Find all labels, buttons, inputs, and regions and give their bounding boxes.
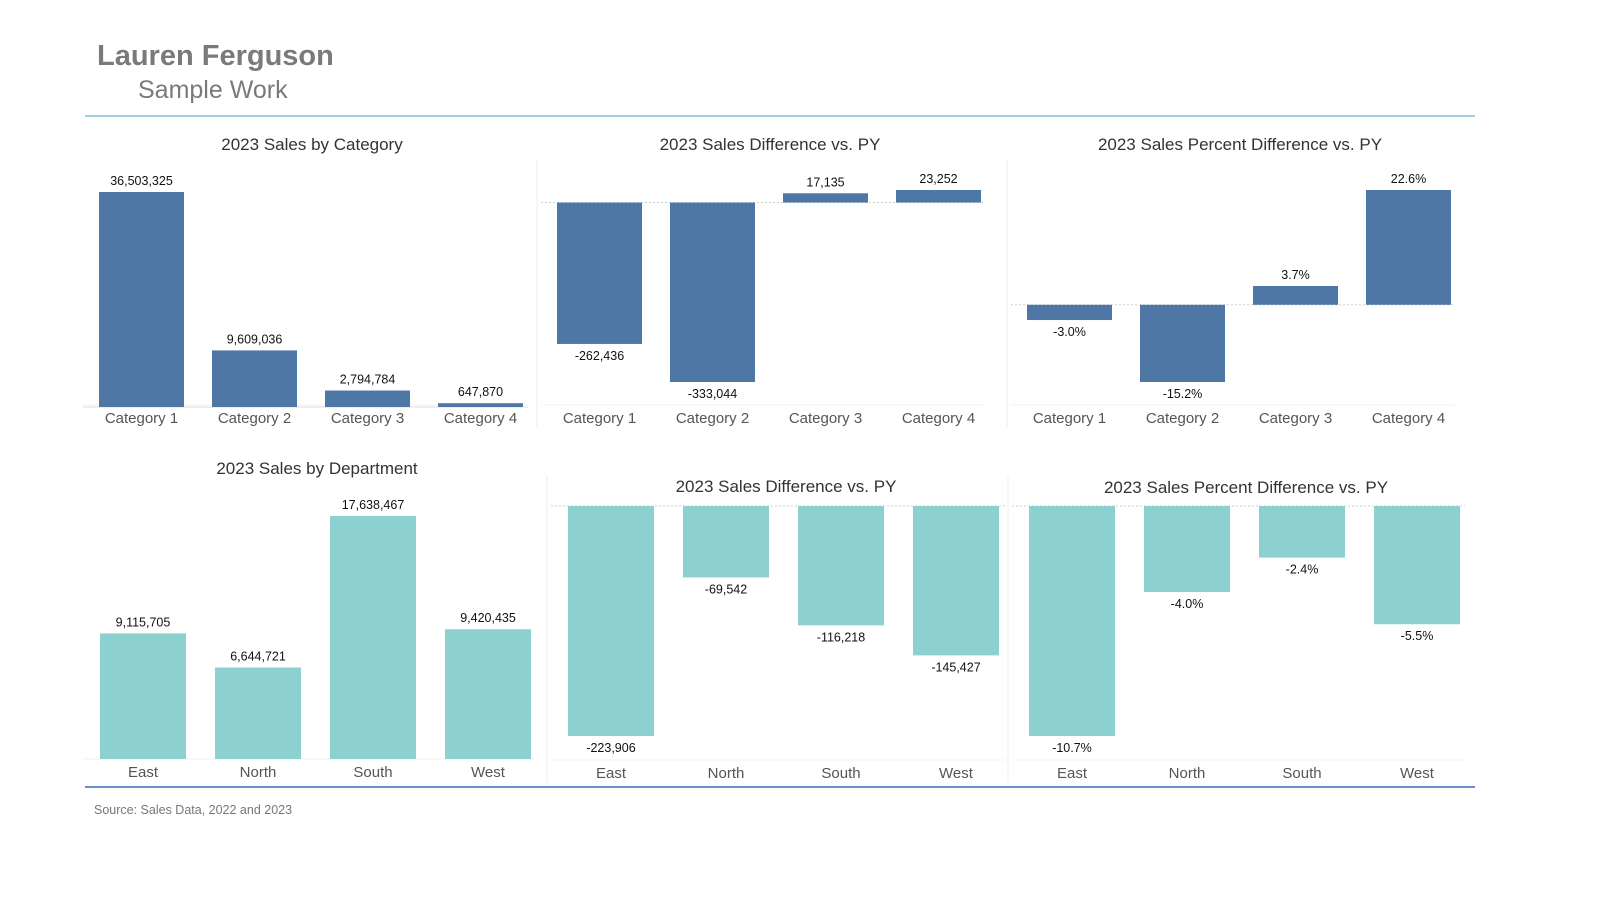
- dashboard-subtitle: Sample Work: [138, 76, 288, 104]
- category-label-category-3: Category 3: [789, 410, 862, 427]
- bar-category-3: [783, 193, 868, 203]
- bar-category-3: [1253, 286, 1338, 305]
- bar-north: [1144, 506, 1230, 592]
- chart-3: -3.0% Category 1 -15.2% Category 2 3.7% Categ…: [1006, 160, 1455, 428]
- chart-5: -223,906 East -69,542 North -116,218 South -14…: [546, 476, 1005, 783]
- chart-title-sales-by-category: 2023 Sales by Category: [221, 135, 403, 154]
- bar-category-2: [670, 202, 755, 382]
- category-label-north: North: [708, 765, 745, 782]
- bar-south: [798, 506, 884, 626]
- bar-category-2: [1140, 304, 1225, 382]
- bar-east: [568, 506, 654, 736]
- category-label-west: West: [471, 764, 506, 781]
- data-label-category-4: 23,252: [919, 172, 957, 186]
- category-label-north: North: [1169, 765, 1206, 782]
- chart-6: -10.7% East -4.0% North -2.4% South -5.5% West: [1007, 476, 1465, 783]
- chart-title-category-percent-difference: 2023 Sales Percent Difference vs. PY: [1097, 135, 1383, 154]
- category-label-south: South: [821, 765, 860, 782]
- chart-title-sales-by-department: 2023 Sales by Department: [216, 459, 418, 478]
- chart-1: 36,503,325 Category 1 9,609,036 Category 2 2…: [83, 174, 528, 427]
- data-label-north: 6,644,721: [230, 649, 286, 663]
- bar-east: [100, 633, 186, 759]
- category-label-north: North: [240, 764, 277, 781]
- data-label-west: -5.5%: [1401, 629, 1434, 643]
- bar-category-3: [325, 390, 410, 407]
- data-label-category-2: 9,609,036: [227, 332, 283, 346]
- data-label-category-3: 17,135: [806, 175, 844, 189]
- bar-category-1: [99, 192, 184, 407]
- bar-south: [1259, 506, 1345, 558]
- data-label-category-3: 3.7%: [1281, 268, 1310, 282]
- chart-2: -262,436 Category 1 -333,044 Category 2 17,1…: [536, 160, 985, 428]
- category-label-category-1: Category 1: [563, 410, 636, 427]
- bar-east: [1029, 506, 1115, 736]
- bar-west: [913, 506, 999, 656]
- bar-north: [215, 667, 301, 759]
- category-label-south: South: [1282, 765, 1321, 782]
- category-label-category-3: Category 3: [331, 410, 404, 427]
- data-label-category-2: -15.2%: [1163, 387, 1203, 401]
- data-label-category-1: -3.0%: [1053, 325, 1086, 339]
- data-label-north: -4.0%: [1171, 597, 1204, 611]
- bar-category-1: [557, 202, 642, 344]
- bar-category-1: [1027, 304, 1112, 321]
- data-label-west: -145,427: [931, 660, 980, 674]
- data-label-category-4: 647,870: [458, 385, 503, 399]
- chart-title-department-difference: 2023 Sales Difference vs. PY: [675, 477, 897, 496]
- data-label-category-1: 36,503,325: [110, 174, 173, 188]
- bar-north: [683, 506, 769, 578]
- category-label-category-4: Category 4: [902, 410, 975, 427]
- source-note: Source: Sales Data, 2022 and 2023: [94, 803, 293, 817]
- data-label-category-4: 22.6%: [1391, 172, 1426, 186]
- category-label-east: East: [1057, 765, 1088, 782]
- bar-west: [1374, 506, 1460, 625]
- author-name: Lauren Ferguson: [97, 40, 334, 72]
- bar-category-4: [1366, 190, 1451, 305]
- category-label-category-1: Category 1: [1033, 410, 1106, 427]
- bar-category-2: [212, 350, 297, 407]
- bar-south: [330, 516, 416, 759]
- bottom-divider: [85, 786, 1475, 788]
- top-divider: [85, 115, 1475, 117]
- bar-category-4: [896, 190, 981, 203]
- category-label-category-2: Category 2: [676, 410, 749, 427]
- data-label-category-1: -262,436: [575, 349, 624, 363]
- data-label-south: -2.4%: [1286, 563, 1319, 577]
- bar-west: [445, 629, 531, 759]
- data-label-west: 9,420,435: [460, 611, 516, 625]
- category-label-category-3: Category 3: [1259, 410, 1332, 427]
- data-label-north: -69,542: [705, 582, 747, 596]
- data-label-south: -116,218: [817, 630, 865, 644]
- bar-category-4: [438, 403, 523, 407]
- category-label-east: East: [596, 765, 627, 782]
- data-label-category-3: 2,794,784: [340, 373, 396, 387]
- data-label-east: -10.7%: [1052, 741, 1092, 755]
- category-label-category-4: Category 4: [444, 410, 517, 427]
- chart-4: 9,115,705 East 6,644,721 North 17,638,467 Sou…: [83, 498, 535, 781]
- data-label-category-2: -333,044: [688, 387, 737, 401]
- category-label-category-1: Category 1: [105, 410, 178, 427]
- data-label-east: -223,906: [586, 741, 635, 755]
- data-label-east: 9,115,705: [116, 615, 171, 629]
- category-label-east: East: [128, 764, 159, 781]
- category-label-west: West: [1400, 765, 1435, 782]
- category-label-south: South: [353, 764, 392, 781]
- data-label-south: 17,638,467: [342, 498, 405, 512]
- chart-title-department-percent-difference: 2023 Sales Percent Difference vs. PY: [1103, 478, 1389, 497]
- category-label-category-2: Category 2: [1146, 410, 1219, 427]
- category-label-category-2: Category 2: [218, 410, 291, 427]
- category-label-west: West: [939, 765, 974, 782]
- category-label-category-4: Category 4: [1372, 410, 1445, 427]
- chart-title-category-difference: 2023 Sales Difference vs. PY: [659, 135, 881, 154]
